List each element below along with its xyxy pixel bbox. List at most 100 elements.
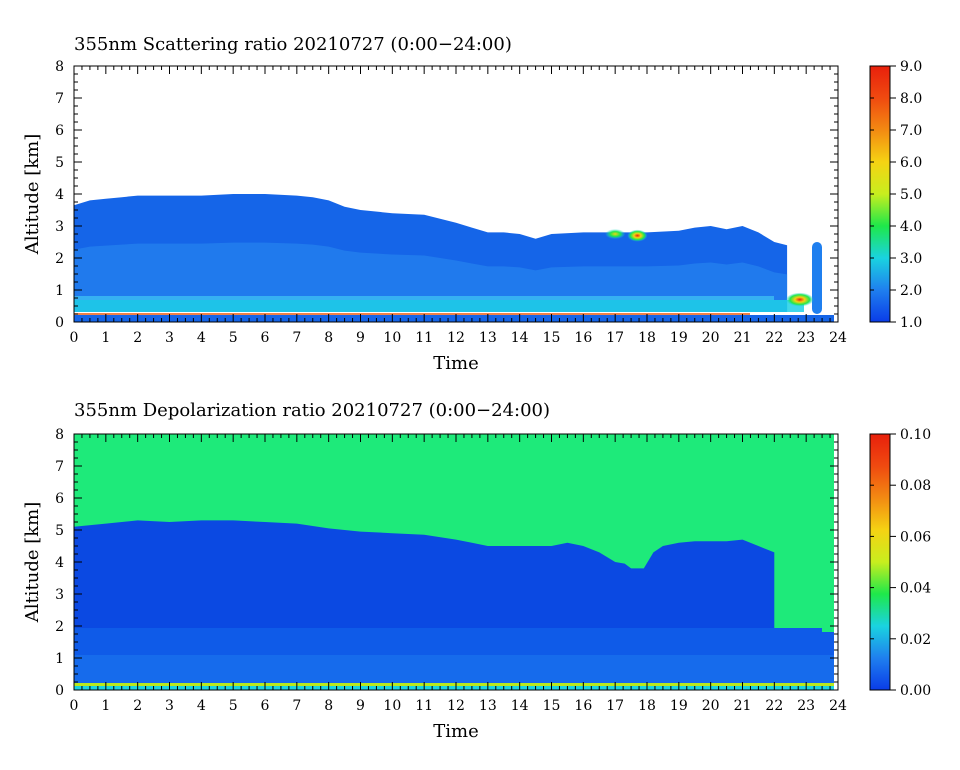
y-axis-label: Altitude [km]: [22, 134, 43, 256]
x-axis: 0 1 2 3 4 5 6 7 8 9 10 11 12 13 14 15 16 17 18 19 20 21 22 23 24: [70, 66, 847, 346]
x-tick-label: 1: [101, 330, 110, 346]
x-tick-label: 5: [229, 330, 238, 346]
x-tick-label: 13: [479, 330, 497, 346]
y-tick-label: 0: [55, 683, 64, 699]
colorbar-tick-label: 8.0: [900, 91, 922, 107]
y-tick-label: 3: [55, 219, 64, 235]
y-tick-label: 5: [55, 523, 64, 539]
y-axis: 0 1 2 3 4 5 6 7 8: [55, 59, 838, 331]
chart-title: 355nm Scattering ratio 20210727 (0:00−24…: [74, 34, 512, 55]
colorbar-tick-label: 0.10: [900, 427, 931, 443]
scattering-ratio-panel: 355nm Scattering ratio 20210727 (0:00−24…: [22, 34, 922, 374]
x-tick-label: 15: [543, 698, 561, 714]
y-tick-label: 8: [55, 427, 64, 443]
x-tick-label: 11: [415, 330, 433, 346]
x-axis-label: Time: [433, 721, 478, 742]
colorbar-scale: [869, 433, 891, 691]
surface-band: [74, 686, 834, 690]
x-axis: 0 1 2 3 4 5 6 7 8 9 10 11 12 13 14 15 16 17 18 19 20 21 22 23 24: [70, 434, 847, 714]
colorbar-tick-label: 6.0: [900, 155, 922, 171]
boundary-layer: [74, 300, 804, 312]
y-tick-label: 7: [55, 91, 64, 107]
colorbar-tick-label: 0.04: [900, 581, 931, 597]
x-tick-label: 3: [165, 698, 174, 714]
x-tick-label: 24: [829, 698, 847, 714]
y-tick-label: 5: [55, 155, 64, 171]
x-tick-label: 21: [734, 698, 752, 714]
y-tick-label: 4: [55, 187, 64, 203]
plume-23h: [812, 242, 822, 314]
colorbar-ticks: 1.0 2.0 3.0 4.0 5.0 6.0 7.0 8.0 9.0: [870, 59, 922, 331]
x-tick-label: 11: [415, 698, 433, 714]
surface-band: [74, 315, 834, 322]
x-tick-label: 19: [670, 330, 688, 346]
gap-22-8h: [796, 556, 810, 604]
x-tick-label: 18: [638, 330, 656, 346]
chart-title: 355nm Depolarization ratio 20210727 (0:0…: [74, 400, 550, 421]
x-tick-label: 8: [324, 330, 333, 346]
surface-line: [74, 683, 834, 686]
x-tick-label: 22: [765, 330, 783, 346]
x-tick-label: 16: [574, 698, 592, 714]
y-tick-label: 2: [55, 619, 64, 635]
gap-23-8h: [822, 588, 834, 632]
x-tick-label: 16: [574, 330, 592, 346]
colorbar-tick-label: 5.0: [900, 187, 922, 203]
boundary-layer: [74, 655, 834, 683]
y-tick-label: 6: [55, 491, 64, 507]
feature-17-7h: [627, 229, 648, 242]
colorbar-tick-label: 0.00: [900, 683, 931, 699]
x-tick-label: 5: [229, 698, 238, 714]
plot-area: [74, 434, 838, 690]
y-tick-label: 1: [55, 651, 64, 667]
x-tick-label: 2: [133, 330, 142, 346]
x-tick-label: 15: [543, 330, 561, 346]
x-tick-label: 2: [133, 698, 142, 714]
x-tick-label: 6: [261, 330, 270, 346]
x-tick-label: 20: [702, 330, 720, 346]
x-tick-label: 17: [606, 698, 624, 714]
x-tick-label: 3: [165, 330, 174, 346]
x-tick-label: 12: [447, 330, 465, 346]
y-axis: 0 1 2 3 4 5 6 7 8: [55, 427, 838, 699]
x-tick-label: 21: [734, 330, 752, 346]
colorbar-tick-label: 2.0: [900, 283, 922, 299]
x-tick-label: 23: [797, 330, 815, 346]
x-tick-label: 14: [511, 698, 529, 714]
x-tick-label: 4: [197, 698, 206, 714]
x-tick-label: 20: [702, 698, 720, 714]
feature-17h: [605, 229, 626, 239]
depolarization-ratio-panel: 355nm Depolarization ratio 20210727 (0:0…: [22, 400, 931, 742]
x-tick-label: 0: [70, 330, 79, 346]
x-tick-label: 10: [383, 330, 401, 346]
colorbar: 0.00 0.02 0.04 0.06 0.08 0.10: [869, 427, 931, 699]
y-tick-label: 3: [55, 587, 64, 603]
y-tick-label: 8: [55, 59, 64, 75]
x-tick-label: 19: [670, 698, 688, 714]
x-tick-label: 13: [479, 698, 497, 714]
plot-area: [74, 66, 838, 322]
x-tick-label: 22: [765, 698, 783, 714]
x-tick-label: 7: [292, 698, 301, 714]
boundary-layer-top: [74, 296, 774, 300]
feature-22-8h: [785, 292, 814, 307]
colorbar-tick-label: 1.0: [900, 315, 922, 331]
x-tick-label: 12: [447, 698, 465, 714]
colorbar-tick-label: 0.08: [900, 478, 931, 494]
x-tick-label: 18: [638, 698, 656, 714]
y-tick-label: 0: [55, 315, 64, 331]
x-tick-label: 17: [606, 330, 624, 346]
colorbar-tick-label: 0.06: [900, 529, 931, 545]
y-axis-label: Altitude [km]: [22, 502, 43, 624]
x-tick-label: 1: [101, 698, 110, 714]
colorbar-tick-label: 3.0: [900, 251, 922, 267]
x-tick-label: 8: [324, 698, 333, 714]
x-axis-label: Time: [433, 353, 478, 374]
colorbar: 1.0 2.0 3.0 4.0 5.0 6.0 7.0 8.0 9.0: [869, 59, 922, 331]
y-tick-label: 6: [55, 123, 64, 139]
x-tick-label: 23: [797, 698, 815, 714]
y-tick-label: 4: [55, 555, 64, 571]
colorbar-ticks: 0.00 0.02 0.04 0.06 0.08 0.10: [870, 427, 931, 699]
colorbar-tick-label: 4.0: [900, 219, 922, 235]
